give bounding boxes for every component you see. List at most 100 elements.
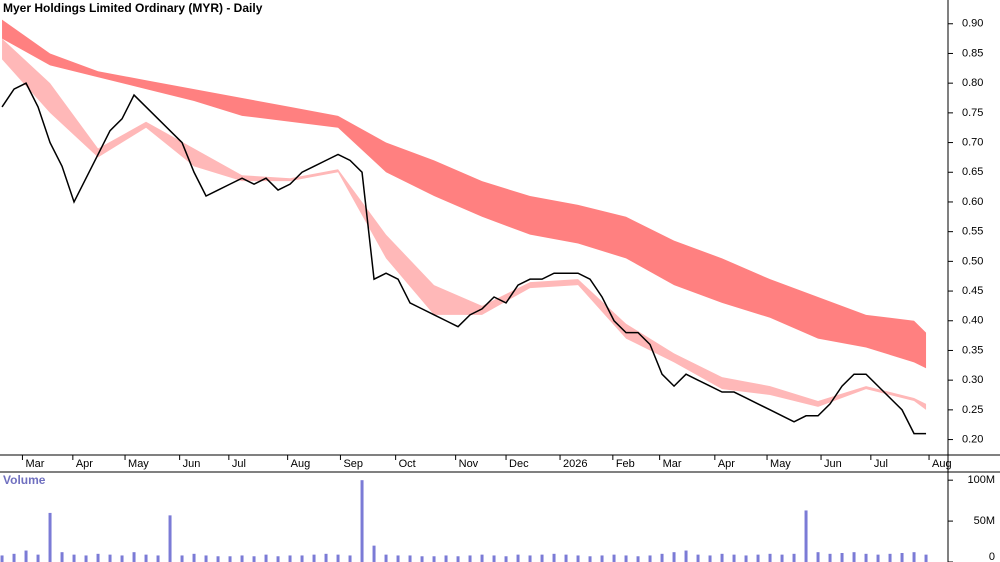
volume-bar (828, 553, 832, 562)
volume-bar (612, 554, 616, 562)
volume-bar (312, 554, 316, 562)
y-tick-label: 0.90 (962, 18, 983, 30)
x-tick-label: Jul (232, 458, 246, 470)
volume-bar (648, 555, 652, 562)
y-tick-label: 0.75 (962, 107, 983, 119)
volume-bar (156, 555, 160, 562)
volume-bar (816, 552, 820, 562)
volume-bar (468, 555, 472, 562)
volume-bar (336, 554, 340, 562)
y-tick-label: 0.50 (962, 255, 983, 267)
y-tick-label: 50M (974, 515, 995, 527)
volume-bar (420, 556, 424, 562)
volume-bar (804, 510, 808, 562)
x-tick-label: Jul (874, 458, 888, 470)
volume-bar (0, 555, 4, 562)
volume-bar (900, 553, 904, 562)
x-tick-label: Sep (343, 458, 363, 470)
y-tick-label: 0.25 (962, 404, 983, 416)
volume-bar (396, 555, 400, 562)
x-tick-label: Jun (824, 458, 842, 470)
price-line (1, 82, 927, 435)
volume-bar (912, 552, 916, 562)
volume-bar (528, 555, 532, 562)
volume-bar (72, 554, 76, 562)
volume-bar (756, 554, 760, 562)
volume-bar (204, 555, 208, 562)
y-tick-label: 0.65 (962, 166, 983, 178)
y-tick-label: 0.80 (962, 77, 983, 89)
volume-bar (408, 555, 412, 562)
x-tick-label: Nov (459, 458, 479, 470)
volume-bar (876, 554, 880, 562)
volume-bar (504, 556, 508, 562)
volume-bar (864, 553, 868, 562)
x-tick-label: Apr (718, 458, 735, 470)
volume-bar (852, 552, 856, 562)
x-tick-label: Apr (76, 458, 93, 470)
x-tick-label: Aug (291, 458, 311, 470)
volume-bar (924, 554, 928, 562)
volume-bar (624, 555, 628, 562)
volume-bar (108, 554, 112, 562)
volume-title: Volume (3, 473, 46, 487)
x-tick-label: Feb (616, 458, 635, 470)
volume-bar (132, 552, 136, 562)
volume-bar (780, 554, 784, 562)
volume-bar (732, 554, 736, 562)
volume-bar (192, 553, 196, 562)
volume-bar (252, 556, 256, 562)
y-tick-label: 0 (989, 551, 995, 562)
y-tick-label: 0.20 (962, 433, 983, 445)
volume-bar (672, 552, 676, 562)
volume-bar (600, 555, 604, 562)
y-tick-label: 0.70 (962, 136, 983, 148)
x-tick-label: Mar (663, 458, 682, 470)
volume-bar (360, 480, 364, 562)
volume-bar (564, 554, 568, 562)
volume-bar (36, 554, 40, 562)
volume-bar (696, 554, 700, 562)
y-tick-label: 0.40 (962, 315, 983, 327)
volume-bar (120, 555, 124, 562)
plot-layer (0, 19, 953, 562)
volume-bar (216, 556, 220, 562)
x-tick-label: Oct (399, 458, 416, 470)
x-tick-label: Jun (183, 458, 201, 470)
y-tick-label: 0.30 (962, 374, 983, 386)
volume-bar (372, 545, 376, 562)
volume-bar (60, 552, 64, 562)
volume-bar (12, 553, 16, 562)
volume-bar (384, 554, 388, 562)
y-tick-label: 0.55 (962, 226, 983, 238)
x-tick-label: Dec (509, 458, 529, 470)
ma-band (2, 19, 927, 369)
volume-bar (168, 515, 172, 562)
volume-bar (576, 555, 580, 562)
volume-bar (288, 555, 292, 562)
volume-bar (480, 554, 484, 562)
volume-bar (744, 555, 748, 562)
y-tick-label: 0.60 (962, 196, 983, 208)
volume-bar (48, 512, 52, 562)
volume-bar (348, 555, 352, 562)
volume-bar (240, 555, 244, 562)
x-tick-label: May (770, 458, 791, 470)
volume-bar (684, 550, 688, 562)
volume-bar (276, 556, 280, 562)
volume-bar (768, 553, 772, 562)
volume-bar (708, 555, 712, 562)
chart-title: Myer Holdings Limited Ordinary (MYR) - D… (3, 1, 263, 15)
y-tick-label: 0.45 (962, 285, 983, 297)
volume-bar (24, 550, 28, 562)
volume-bar (444, 555, 448, 562)
volume-bar (144, 554, 148, 562)
volume-bar (84, 555, 88, 562)
y-tick-label: 100M (967, 474, 995, 486)
volume-bar (888, 553, 892, 562)
volume-bar (228, 556, 232, 562)
volume-bar (540, 554, 544, 562)
volume-bar (720, 553, 724, 562)
x-tick-label: May (128, 458, 149, 470)
volume-bar (264, 554, 268, 562)
